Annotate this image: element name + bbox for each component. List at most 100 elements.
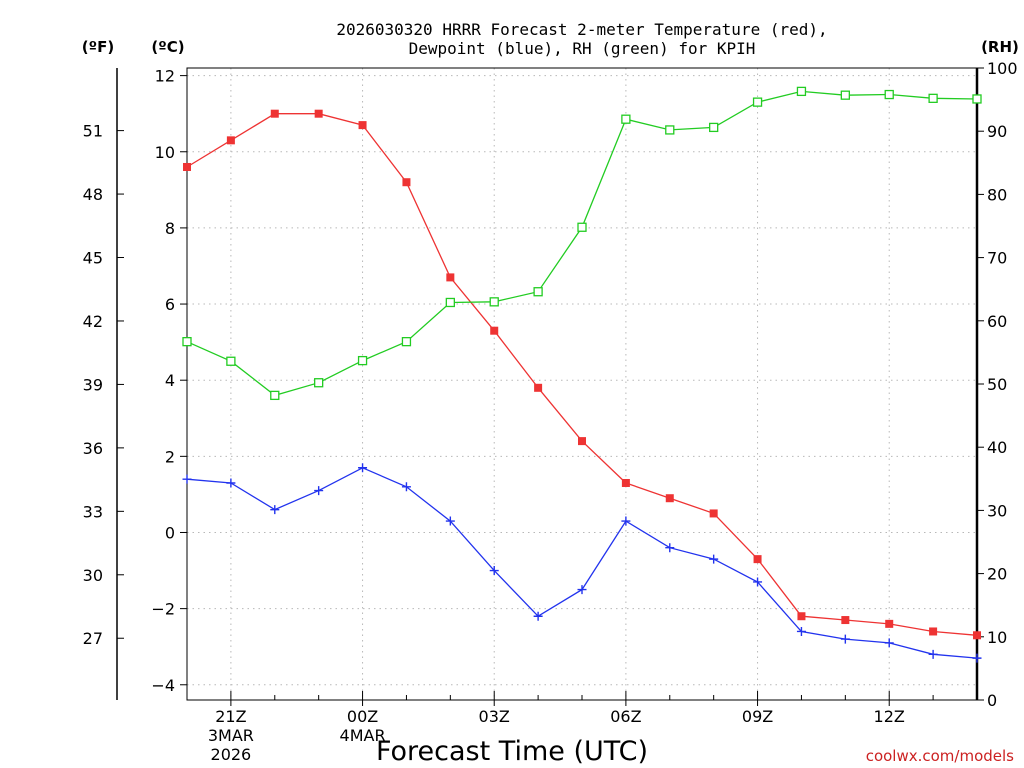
data-point bbox=[534, 383, 543, 392]
data-point bbox=[358, 121, 367, 130]
data-point bbox=[183, 162, 191, 171]
data-point bbox=[709, 122, 719, 133]
rh-tick-label: 0 bbox=[987, 691, 997, 710]
fahrenheit-tick-label: 39 bbox=[83, 375, 103, 394]
celsius-tick-label: 2 bbox=[165, 447, 175, 466]
data-point bbox=[972, 94, 982, 104]
x-axis-label: Forecast Time (UTC) bbox=[376, 736, 648, 767]
rh-tick-label: 90 bbox=[987, 122, 1007, 141]
fahrenheit-tick-label: 33 bbox=[83, 502, 103, 521]
data-point bbox=[709, 509, 718, 518]
rh-tick-label: 100 bbox=[987, 59, 1018, 78]
rh-tick-label: 10 bbox=[987, 628, 1007, 647]
celsius-tick-label: 12 bbox=[155, 67, 175, 86]
data-point bbox=[226, 136, 235, 145]
celsius-tick-label: 10 bbox=[155, 143, 175, 162]
data-point bbox=[753, 555, 762, 564]
x-tick-sublabel: 2026 bbox=[211, 745, 252, 764]
rh-tick-label: 80 bbox=[987, 185, 1007, 204]
celsius-unit-label: (ºC) bbox=[151, 38, 184, 56]
data-point bbox=[840, 634, 850, 644]
watermark: coolwx.com/models bbox=[866, 747, 1014, 765]
axes: −4 −2 0 2 4 6 8 10 12 27 30 33 36 39 42 45 48 51 0 10 20 30 40… bbox=[83, 59, 1018, 764]
rh-tick-label: 70 bbox=[987, 249, 1007, 268]
data-point bbox=[841, 616, 850, 625]
data-point bbox=[270, 390, 280, 401]
data-point bbox=[884, 89, 894, 100]
fahrenheit-tick-label: 51 bbox=[83, 122, 103, 141]
fahrenheit-tick-label: 36 bbox=[83, 439, 103, 458]
data-point bbox=[577, 222, 587, 232]
fahrenheit-unit-label: (ºF) bbox=[82, 38, 114, 56]
data-point bbox=[402, 178, 411, 187]
x-tick-label: 21Z bbox=[215, 707, 246, 726]
data-point bbox=[445, 297, 455, 308]
rh-tick-label: 60 bbox=[987, 312, 1007, 331]
data-point bbox=[226, 478, 236, 488]
data-point bbox=[577, 585, 587, 595]
fahrenheit-tick-label: 27 bbox=[83, 629, 103, 648]
celsius-tick-label: 4 bbox=[165, 371, 175, 390]
data-point bbox=[357, 355, 368, 366]
chart-title-line-1: 2026030320 HRRR Forecast 2-meter Tempera… bbox=[336, 20, 827, 39]
data-point bbox=[621, 478, 630, 487]
x-tick-label: 00Z bbox=[347, 707, 378, 726]
celsius-tick-label: 8 bbox=[165, 219, 175, 238]
data-point bbox=[270, 505, 280, 515]
fahrenheit-tick-label: 48 bbox=[83, 185, 103, 204]
series-rh bbox=[182, 86, 982, 401]
data-point bbox=[885, 619, 894, 628]
rh-tick-label: 40 bbox=[987, 438, 1007, 457]
data-point bbox=[796, 626, 806, 636]
x-tick-label: 09Z bbox=[742, 707, 773, 726]
data-point bbox=[314, 486, 324, 496]
data-point bbox=[182, 337, 192, 347]
data-point bbox=[401, 337, 412, 347]
data-point bbox=[709, 554, 719, 564]
fahrenheit-tick-label: 45 bbox=[83, 249, 103, 268]
data-point bbox=[489, 566, 499, 576]
data-point bbox=[314, 109, 323, 118]
data-point bbox=[621, 114, 631, 124]
rh-tick-label: 30 bbox=[987, 501, 1007, 520]
rh-tick-label: 20 bbox=[987, 565, 1007, 584]
fahrenheit-tick-label: 42 bbox=[83, 312, 103, 331]
data-point bbox=[884, 638, 894, 648]
data-point bbox=[665, 543, 675, 553]
data-point bbox=[752, 97, 763, 107]
celsius-tick-label: 0 bbox=[165, 523, 175, 542]
data-point bbox=[972, 653, 982, 663]
x-tick-label: 03Z bbox=[479, 707, 510, 726]
data-point bbox=[797, 612, 806, 621]
data-point bbox=[578, 437, 586, 446]
data-point bbox=[533, 611, 543, 621]
data-point bbox=[489, 297, 499, 307]
x-tick-label: 12Z bbox=[874, 707, 905, 726]
data-point bbox=[929, 627, 938, 636]
data-point bbox=[796, 86, 807, 97]
gridlines bbox=[187, 68, 977, 700]
data-point bbox=[490, 326, 499, 335]
data-point bbox=[928, 649, 938, 659]
data-point bbox=[182, 474, 192, 484]
celsius-tick-label: −4 bbox=[151, 676, 175, 695]
data-point bbox=[446, 273, 455, 282]
celsius-tick-label: −2 bbox=[151, 600, 175, 619]
x-tick-label: 06Z bbox=[610, 707, 641, 726]
data-point bbox=[753, 577, 763, 587]
data-point bbox=[665, 494, 674, 503]
data-point bbox=[533, 287, 543, 297]
x-tick-sublabel: 3MAR bbox=[208, 726, 254, 745]
data-point bbox=[621, 516, 631, 526]
rh-unit-label: (RH) bbox=[981, 38, 1019, 56]
rh-tick-label: 50 bbox=[987, 375, 1007, 394]
data-point bbox=[270, 109, 279, 118]
chart-title-line-2: Dewpoint (blue), RH (green) for KPIH bbox=[409, 39, 756, 58]
data-point bbox=[401, 482, 411, 492]
fahrenheit-tick-label: 30 bbox=[83, 566, 103, 585]
data-point bbox=[665, 125, 675, 135]
data-point bbox=[226, 356, 236, 366]
celsius-tick-label: 6 bbox=[165, 295, 175, 314]
